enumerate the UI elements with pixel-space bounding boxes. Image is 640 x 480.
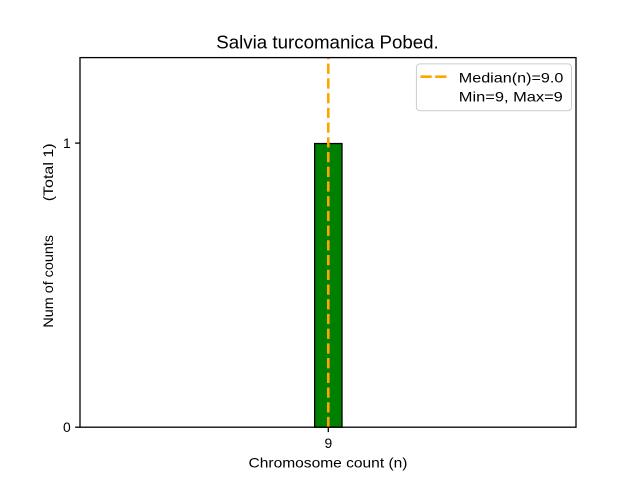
- svg-text:0: 0: [63, 419, 71, 435]
- svg-text:Median(n)=9.0: Median(n)=9.0: [459, 69, 564, 85]
- svg-text:(Total 1): (Total 1): [40, 143, 56, 201]
- svg-text:Salvia turcomanica Pobed.: Salvia turcomanica Pobed.: [216, 33, 439, 54]
- svg-text:Min=9, Max=9: Min=9, Max=9: [459, 89, 563, 105]
- svg-text:Chromosome count (n): Chromosome count (n): [249, 455, 408, 471]
- svg-text:1: 1: [63, 135, 71, 151]
- svg-text:Num of counts: Num of counts: [40, 235, 56, 328]
- svg-text:9: 9: [324, 435, 332, 451]
